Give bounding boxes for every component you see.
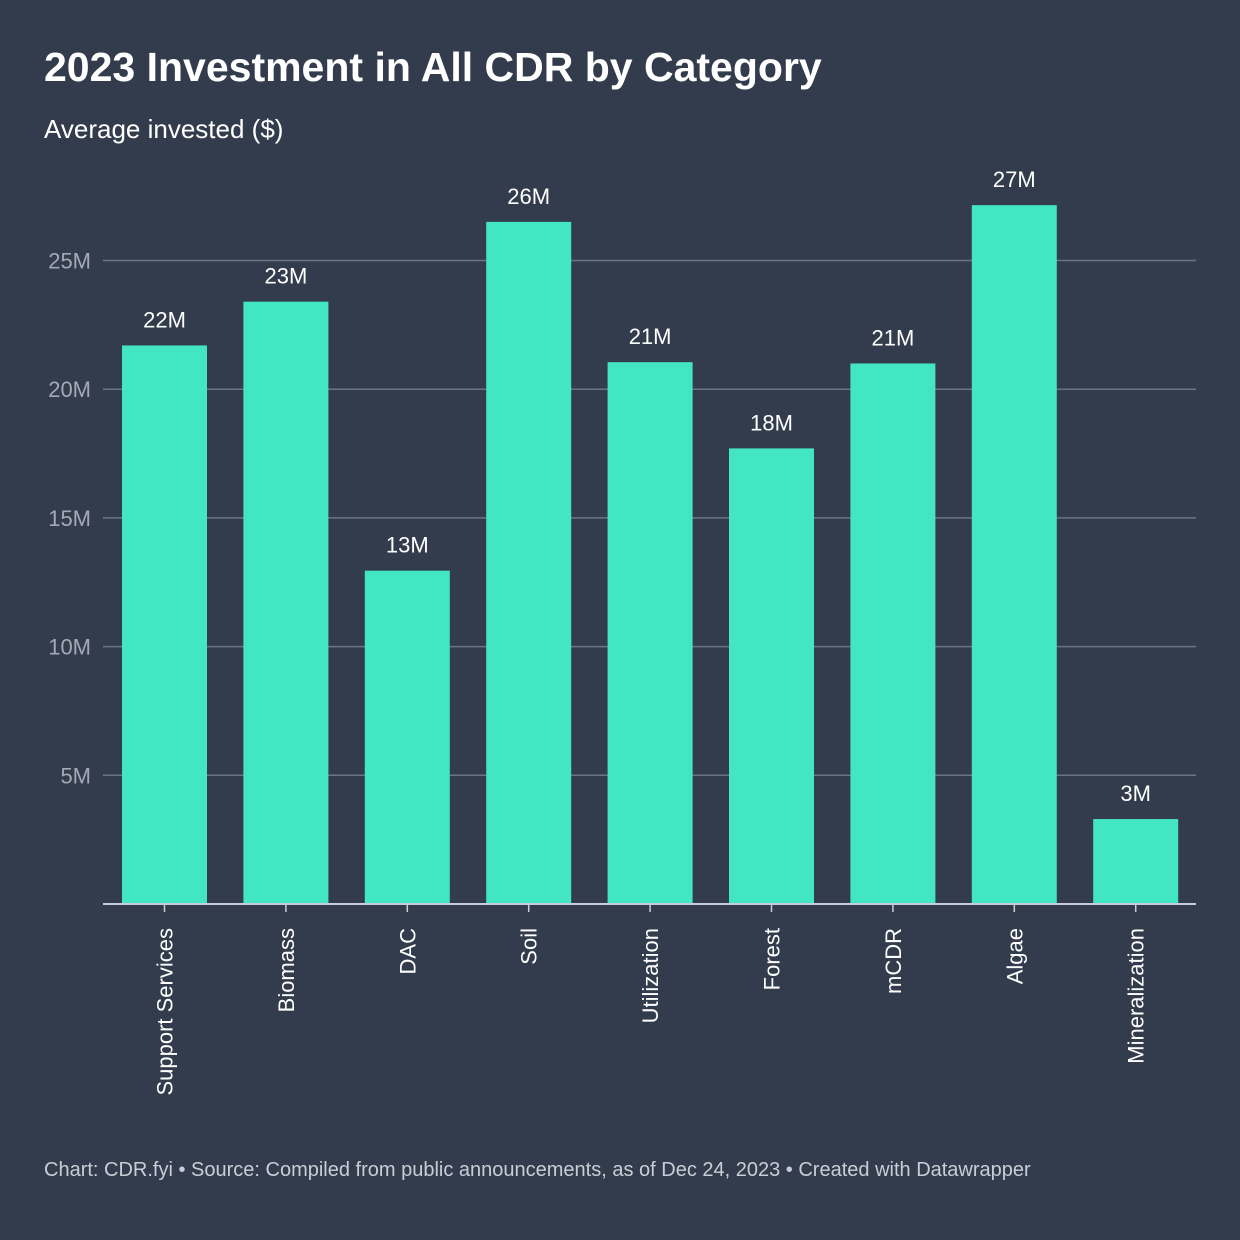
data-label: 3M [1120, 781, 1151, 806]
data-label: 26M [507, 184, 550, 209]
y-tick-label: 10M [48, 635, 91, 660]
x-tick-label: Soil [517, 928, 542, 965]
chart-footer: Chart: CDR.fyi • Source: Compiled from p… [44, 1159, 1031, 1181]
bar [1093, 819, 1179, 904]
y-tick-label: 5M [60, 763, 91, 788]
x-tick-label: Support Services [153, 928, 178, 1096]
data-label: 13M [386, 533, 429, 558]
x-tick-label: Utilization [638, 928, 663, 1023]
x-tick-label: Forest [760, 928, 785, 990]
data-label: 21M [872, 325, 915, 350]
x-tick-label: Mineralization [1124, 928, 1149, 1064]
data-label: 21M [629, 324, 672, 349]
x-tick-label: DAC [395, 928, 420, 975]
x-tick-label: Biomass [274, 928, 299, 1012]
bar [850, 363, 936, 905]
x-tick-label: mCDR [881, 928, 906, 994]
bar [729, 448, 814, 904]
data-label: 18M [750, 410, 793, 435]
y-tick-label: 25M [48, 249, 91, 274]
bar [243, 301, 329, 905]
data-label: 22M [143, 307, 186, 332]
y-tick-label: 15M [48, 506, 91, 531]
bar [364, 570, 450, 904]
bar [607, 362, 693, 905]
y-tick-label: 20M [48, 377, 91, 402]
chart-title: 2023 Investment in All CDR by Category [44, 44, 822, 90]
bar [122, 345, 207, 904]
bar [971, 205, 1057, 904]
data-label: 23M [265, 264, 308, 289]
chart-subtitle: Average invested ($) [44, 114, 284, 144]
x-tick-label: Algae [1002, 928, 1027, 984]
bar [486, 221, 572, 904]
data-label: 27M [993, 167, 1036, 192]
